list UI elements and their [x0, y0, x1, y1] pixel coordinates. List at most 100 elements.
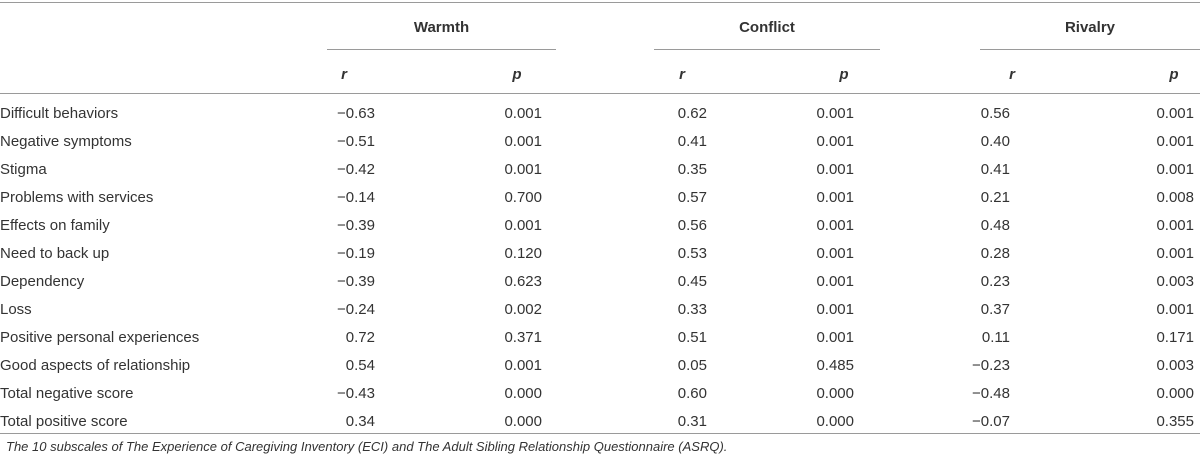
- table-cell: 0.001: [504, 356, 542, 374]
- table-cell: 0.000: [816, 384, 854, 402]
- table-cell: −0.63: [337, 104, 375, 122]
- table-cell: −0.24: [337, 300, 375, 318]
- table-cell: 0.171: [1156, 328, 1194, 346]
- table-row: Difficult behaviors −0.63 0.001 0.62 0.001 0.…: [0, 99, 1194, 127]
- table-cell: 0.001: [1156, 216, 1194, 234]
- row-label: Problems with services: [0, 188, 154, 206]
- table-cell: 0.48: [980, 216, 1010, 234]
- table-row: Total negative score −0.43 0.000 0.60 0.000 −…: [0, 379, 1194, 407]
- table-cell: 0.001: [504, 132, 542, 150]
- table-cell: 0.41: [677, 132, 707, 150]
- table-cell: 0.001: [504, 216, 542, 234]
- table-cell: 0.28: [980, 244, 1010, 262]
- table-cell: −0.19: [337, 244, 375, 262]
- table-cell: 0.001: [816, 132, 854, 150]
- row-label: Positive personal experiences: [0, 328, 200, 346]
- table-cell: 0.34: [345, 412, 375, 430]
- table-cell: 0.33: [677, 300, 707, 318]
- subheader-rivalry-r: r: [1009, 66, 1015, 83]
- table-row: Loss −0.24 0.002 0.33 0.001 0.37 0.001: [0, 295, 1194, 323]
- table-cell: 0.001: [1156, 132, 1194, 150]
- group-rule-rivalry: [980, 49, 1200, 50]
- table-cell: 0.45: [677, 272, 707, 290]
- header-rule: [0, 93, 1200, 94]
- table-cell: −0.48: [972, 384, 1010, 402]
- group-rule-warmth: [327, 49, 556, 50]
- table-cell: −0.14: [337, 188, 375, 206]
- table-cell: 0.001: [816, 216, 854, 234]
- group-header-warmth: Warmth: [413, 19, 470, 36]
- table-cell: −0.43: [337, 384, 375, 402]
- table-cell: 0.001: [816, 104, 854, 122]
- table-row: Stigma −0.42 0.001 0.35 0.001 0.41 0.001: [0, 155, 1194, 183]
- row-label: Negative symptoms: [0, 132, 132, 150]
- table-cell: 0.000: [504, 384, 542, 402]
- table-row: Good aspects of relationship 0.54 0.001 0.0…: [0, 351, 1194, 379]
- table-cell: −0.23: [972, 356, 1010, 374]
- table-cell: 0.001: [504, 160, 542, 178]
- data-table: Difficult behaviors −0.63 0.001 0.62 0.001 0.…: [0, 99, 1194, 435]
- row-label: Difficult behaviors: [0, 104, 119, 122]
- table-cell: 0.05: [677, 356, 707, 374]
- row-label: Loss: [0, 300, 32, 318]
- table-cell: 0.001: [816, 244, 854, 262]
- table-cell: 0.56: [980, 104, 1010, 122]
- subheader-warmth-r: r: [341, 66, 347, 83]
- table-row: Positive personal experiences 0.72 0.371 0.…: [0, 323, 1194, 351]
- table-cell: 0.001: [1156, 244, 1194, 262]
- table-cell: 0.000: [1156, 384, 1194, 402]
- top-rule: [0, 2, 1200, 3]
- subheader-rivalry-p: p: [1169, 66, 1179, 83]
- table-cell: 0.001: [1156, 160, 1194, 178]
- table-cell: −0.39: [337, 216, 375, 234]
- table-cell: 0.62: [677, 104, 707, 122]
- table-cell: 0.72: [345, 328, 375, 346]
- table-cell: 0.371: [504, 328, 542, 346]
- table-cell: 0.60: [677, 384, 707, 402]
- row-label: Dependency: [0, 272, 85, 290]
- table-cell: 0.35: [677, 160, 707, 178]
- table-cell: 0.37: [980, 300, 1010, 318]
- table-row: Negative symptoms −0.51 0.001 0.41 0.001 0.40…: [0, 127, 1194, 155]
- row-label: Need to back up: [0, 244, 110, 262]
- group-rule-conflict: [654, 49, 880, 50]
- table-cell: 0.001: [1156, 104, 1194, 122]
- table-cell: 0.008: [1156, 188, 1194, 206]
- bottom-rule: [0, 433, 1200, 434]
- group-header-conflict: Conflict: [739, 19, 795, 36]
- row-label: Effects on family: [0, 216, 110, 234]
- row-label: Good aspects of relationship: [0, 356, 191, 374]
- table-caption: The 10 subscales of The Experience of Ca…: [6, 439, 728, 454]
- table-body: Difficult behaviors −0.63 0.001 0.62 0.001 0.…: [0, 99, 1194, 435]
- table-row: Dependency −0.39 0.623 0.45 0.001 0.23 0.003: [0, 267, 1194, 295]
- row-label: Total positive score: [0, 412, 128, 430]
- table-cell: −0.42: [337, 160, 375, 178]
- table-row: Effects on family −0.39 0.001 0.56 0.001 0.48…: [0, 211, 1194, 239]
- table-cell: 0.001: [816, 300, 854, 318]
- table-cell: −0.07: [972, 412, 1010, 430]
- table-cell: 0.40: [980, 132, 1010, 150]
- table-cell: 0.623: [504, 272, 542, 290]
- table-cell: 0.000: [816, 412, 854, 430]
- table-cell: 0.485: [816, 356, 854, 374]
- table-cell: 0.700: [504, 188, 542, 206]
- table-cell: 0.31: [677, 412, 707, 430]
- subheader-conflict-r: r: [679, 66, 685, 83]
- table-cell: 0.11: [981, 328, 1010, 346]
- table-cell: 0.001: [504, 104, 542, 122]
- table-cell: 0.355: [1156, 412, 1194, 430]
- table-cell: 0.001: [816, 328, 854, 346]
- table-cell: 0.51: [677, 328, 707, 346]
- table-cell: 0.001: [816, 272, 854, 290]
- subheader-conflict-p: p: [839, 66, 849, 83]
- table-cell: 0.41: [980, 160, 1010, 178]
- table-cell: 0.120: [504, 244, 542, 262]
- group-header-rivalry: Rivalry: [1064, 19, 1116, 36]
- table-cell: 0.53: [677, 244, 707, 262]
- table-cell: −0.39: [337, 272, 375, 290]
- table-cell: −0.51: [337, 132, 375, 150]
- table-row: Problems with services −0.14 0.700 0.57 0.00…: [0, 183, 1194, 211]
- table-cell: 0.57: [677, 188, 707, 206]
- row-label: Total negative score: [0, 384, 134, 402]
